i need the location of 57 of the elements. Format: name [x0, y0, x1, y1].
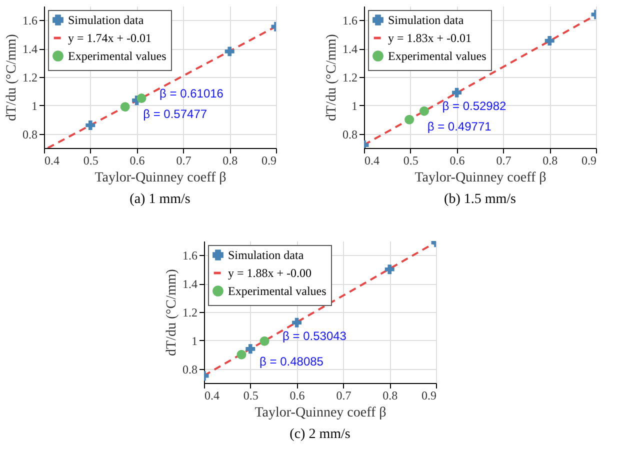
x-tick-label: 0.9 — [582, 154, 596, 168]
x-tick-label: 0.7 — [336, 388, 352, 402]
legend-label: y = 1.74x + -0.01 — [68, 31, 152, 45]
legend-label: Experimental values — [228, 284, 327, 298]
x-tick-label: 0.4 — [44, 154, 60, 168]
x-tick-label: 0.5 — [243, 388, 258, 402]
x-tick-label: 0.7 — [496, 154, 512, 168]
annotation: β = 0.48085 — [260, 354, 324, 369]
x-tick-label: 0.9 — [422, 388, 436, 402]
x-tick-label: 0.6 — [130, 154, 145, 168]
y-axis-title: dT/du (°C/mm) — [4, 34, 20, 121]
y-tick-label: 0.8 — [22, 127, 38, 142]
y-tick-label: 1 — [352, 98, 358, 113]
y-tick-label: 1.4 — [22, 42, 38, 56]
x-tick-label: 0.7 — [176, 154, 192, 168]
annotation: β = 0.53043 — [282, 329, 347, 344]
x-tick-label: 0.8 — [382, 388, 398, 402]
x-tick-label: 0.4 — [204, 388, 220, 402]
x-tick-label: 0.4 — [364, 154, 380, 168]
y-tick-label: 1.6 — [22, 14, 38, 28]
x-tick-label: 0.6 — [450, 154, 465, 168]
legend-label: Experimental values — [388, 49, 487, 63]
legend-label: y = 1.88x + -0.00 — [228, 266, 312, 280]
y-tick-label: 1 — [192, 334, 198, 348]
legend-label: Simulation data — [228, 248, 304, 262]
x-axis-title: Taylor-Quinney coeff β — [414, 170, 546, 186]
x-tick-label: 0.5 — [83, 154, 98, 168]
annotation: β = 0.52982 — [442, 99, 507, 114]
y-tick-label: 0.8 — [182, 362, 198, 376]
x-tick-label: 0.8 — [222, 154, 238, 168]
y-tick-label: 1 — [32, 98, 38, 113]
annotation: β = 0.61016 — [160, 86, 224, 100]
annotation: β = 0.49771 — [427, 120, 492, 134]
text: (a) 1 mm/s — [130, 192, 190, 207]
y-tick-label: 1.2 — [182, 306, 198, 320]
annotation: β = 0.57477 — [143, 106, 208, 121]
y-tick-label: 1.6 — [342, 14, 358, 28]
x-tick-label: 0.5 — [403, 154, 418, 168]
x-axis-title: Taylor-Quinney coeff β — [254, 406, 386, 420]
y-tick-label: 1.4 — [182, 277, 198, 292]
y-tick-label: 1.2 — [342, 70, 358, 84]
y-axis-title: dT/du (°C/mm) — [164, 268, 180, 356]
x-tick-label: 0.6 — [290, 388, 305, 402]
x-tick-label: 0.8 — [542, 154, 558, 168]
text: (c) 2 mm/s — [290, 427, 350, 442]
x-axis-title: Taylor-Quinney coeff β — [94, 170, 226, 186]
y-axis-title: dT/du (°C/mm) — [324, 34, 340, 121]
text: (b) 1.5 mm/s — [444, 192, 516, 207]
y-tick-label: 0.8 — [342, 127, 358, 142]
legend-label: Simulation data — [68, 13, 144, 27]
legend-label: Experimental values — [68, 49, 167, 63]
legend-label: y = 1.83x + -0.01 — [388, 31, 472, 45]
y-tick-label: 1.6 — [182, 248, 198, 263]
y-tick-label: 1.2 — [22, 70, 38, 84]
y-tick-label: 1.4 — [342, 42, 358, 56]
legend-label: Simulation data — [388, 13, 464, 27]
x-tick-label: 0.9 — [262, 154, 276, 168]
